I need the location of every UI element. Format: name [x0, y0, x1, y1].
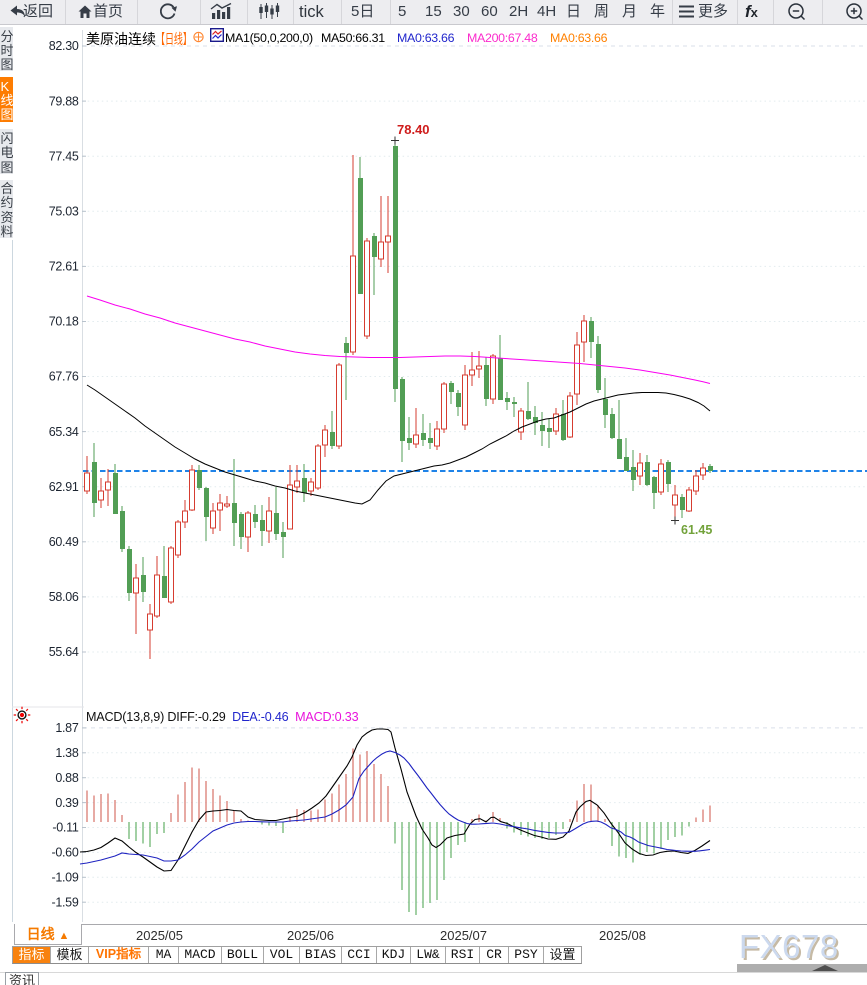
svg-text:78.40: 78.40	[397, 122, 430, 137]
svg-text:-1.09: -1.09	[52, 871, 79, 885]
svg-text:75.03: 75.03	[49, 205, 79, 219]
svg-text:72.61: 72.61	[49, 260, 79, 274]
svg-text:0.88: 0.88	[55, 771, 78, 785]
svg-text:70.18: 70.18	[49, 315, 79, 329]
svg-text:82.30: 82.30	[49, 39, 79, 53]
svg-text:-0.60: -0.60	[52, 846, 79, 860]
svg-text:-1.59: -1.59	[52, 895, 79, 909]
svg-text:67.76: 67.76	[49, 370, 79, 384]
svg-text:62.91: 62.91	[49, 480, 79, 494]
svg-text:0.39: 0.39	[55, 796, 78, 810]
svg-text:65.34: 65.34	[49, 425, 79, 439]
svg-text:79.88: 79.88	[49, 94, 79, 108]
svg-text:77.45: 77.45	[49, 149, 79, 163]
svg-text:-0.11: -0.11	[52, 821, 78, 835]
svg-text:58.06: 58.06	[49, 590, 79, 604]
svg-text:60.49: 60.49	[49, 535, 79, 549]
svg-text:61.45: 61.45	[681, 523, 712, 537]
svg-text:55.64: 55.64	[49, 645, 79, 659]
svg-text:1.87: 1.87	[55, 721, 78, 735]
svg-text:1.38: 1.38	[55, 746, 78, 760]
